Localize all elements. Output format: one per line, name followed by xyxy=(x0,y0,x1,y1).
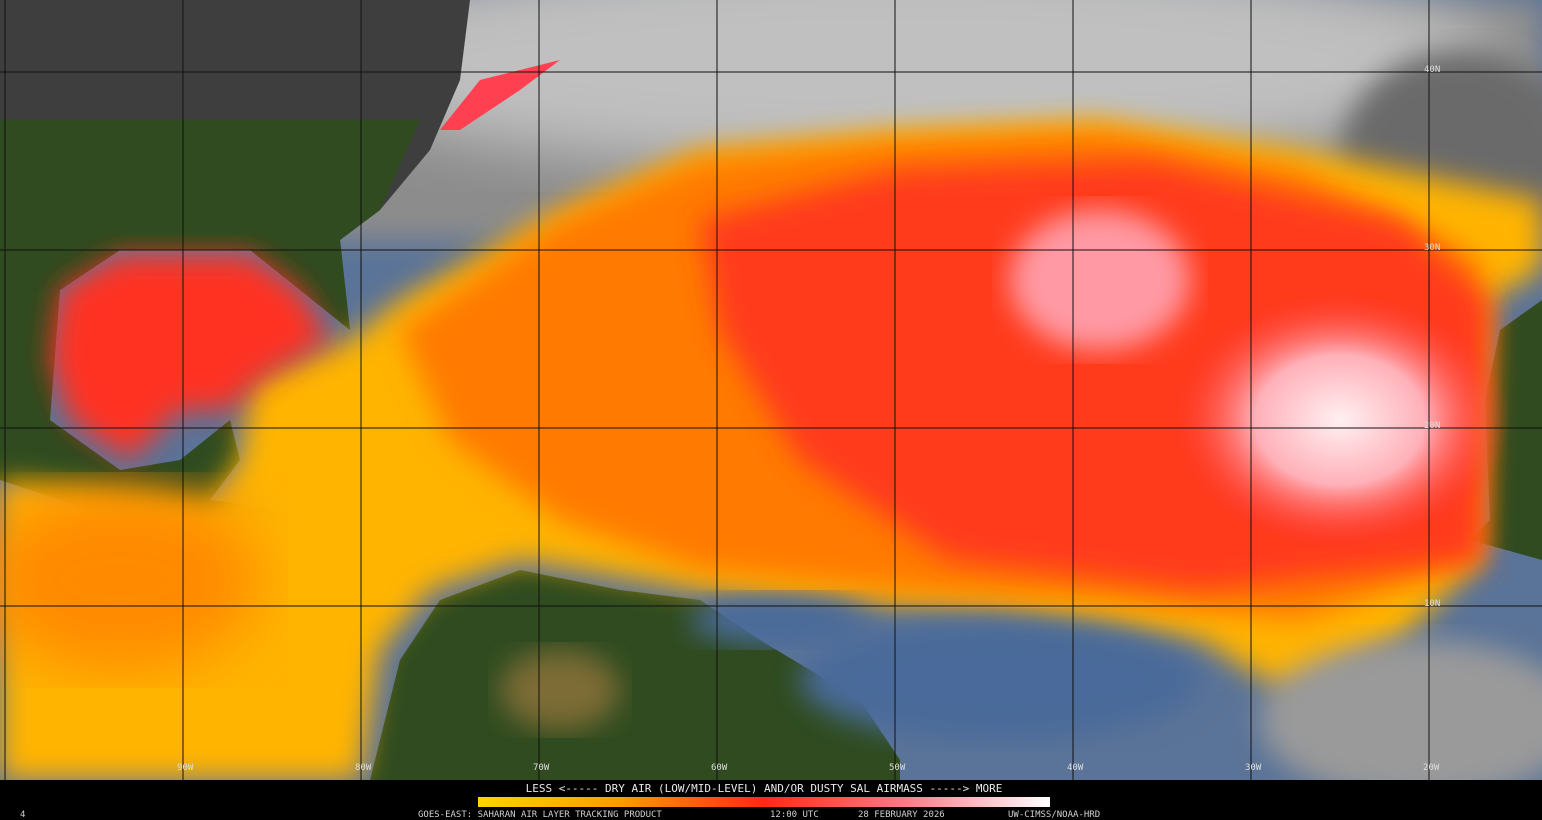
longitude-label: 90W xyxy=(177,763,194,773)
longitude-label: 80W xyxy=(355,763,372,773)
time: 12:00 UTC xyxy=(770,810,819,820)
longitude-label: 30W xyxy=(1245,763,1262,773)
credit: UW-CIMSS/NOAA-HRD xyxy=(1008,810,1100,820)
title-bar: LESS <----- DRY AIR (LOW/MID-LEVEL) AND/… xyxy=(0,780,1542,820)
frame-number: 4 xyxy=(20,810,25,820)
product-name: GOES-EAST: SAHARAN AIR LAYER TRACKING PR… xyxy=(418,810,662,820)
longitude-label: 20W xyxy=(1423,763,1440,773)
grid-labels: 40N 30N 20N 10N 90W 80W 70W 60W 50W 40W 30W 20W xyxy=(177,65,1440,773)
color-scale xyxy=(478,797,1050,807)
lat-lon-grid xyxy=(0,0,1542,785)
legend-text: LESS <----- DRY AIR (LOW/MID-LEVEL) AND/… xyxy=(526,782,1003,795)
latitude-label: 40N xyxy=(1424,65,1440,75)
longitude-label: 40W xyxy=(1067,763,1084,773)
latitude-label: 30N xyxy=(1424,243,1440,253)
latitude-label: 20N xyxy=(1424,421,1440,431)
longitude-label: 60W xyxy=(711,763,728,773)
date: 28 FEBRUARY 2026 xyxy=(858,810,945,820)
longitude-label: 70W xyxy=(533,763,550,773)
imagery xyxy=(0,0,1542,800)
latitude-label: 10N xyxy=(1424,599,1440,609)
longitude-label: 50W xyxy=(889,763,906,773)
